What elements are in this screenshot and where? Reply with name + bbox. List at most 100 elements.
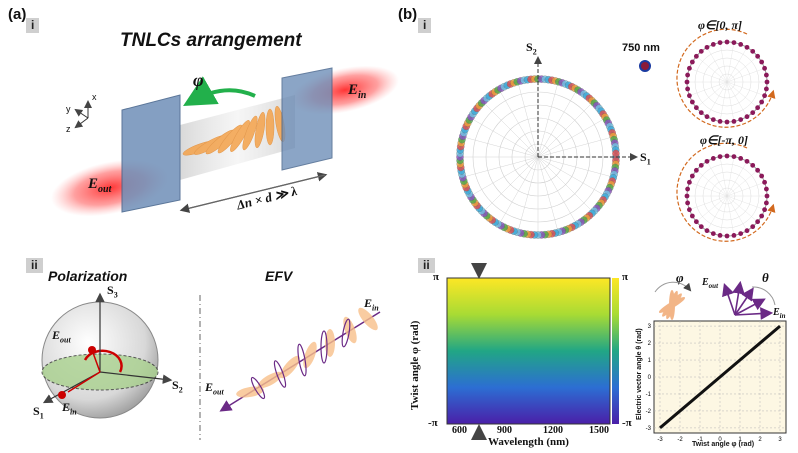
- wavelength-marker: [639, 60, 651, 72]
- x-tick-label: 2: [758, 437, 762, 443]
- polar-small-point: [731, 118, 737, 124]
- sphere-eout-label: Eout: [52, 328, 71, 345]
- range-2-label: φ∈[-π, 0]: [700, 133, 749, 147]
- polar-small-point: [724, 39, 730, 45]
- polar-range-2: [676, 142, 776, 242]
- efv-title: EFV: [265, 268, 293, 284]
- wavelength-tag: 750 nm: [622, 42, 660, 54]
- polar-small-point: [717, 154, 723, 160]
- polar-small-point: [684, 193, 690, 199]
- rotation-arc: [83, 349, 123, 373]
- colorbar-top: π: [622, 271, 629, 283]
- phi-fan-inset: [658, 290, 686, 320]
- panel-a-i-badge: i: [26, 18, 40, 33]
- input-glass-plate: [281, 67, 333, 171]
- polar-small-point: [759, 59, 765, 65]
- x-tick-label: 3: [778, 437, 782, 443]
- heatmap-xtick-1: 900: [497, 425, 512, 436]
- line-chart-ylabel: Electric vector angle θ (rad): [636, 328, 643, 420]
- sphere-ein-label: Ein: [62, 400, 77, 417]
- efv-eout-label: Eout: [205, 380, 224, 397]
- polar-small-point: [693, 167, 699, 173]
- e-out-label: Eout: [88, 176, 112, 195]
- panel-b-i-badge: i: [418, 18, 432, 33]
- panel-a-letter: (a): [8, 6, 27, 23]
- theta-fan-inset: [722, 280, 774, 320]
- y-tick-label: 0: [648, 375, 652, 381]
- polarization-title: Polarization: [48, 268, 128, 284]
- axis-y-label: y: [66, 104, 71, 114]
- polar-small-point: [717, 232, 723, 238]
- e-out-point: [88, 346, 96, 354]
- polar-small-point: [750, 224, 756, 230]
- polar-small-point: [698, 162, 704, 168]
- efv-ein-label: Ein: [364, 296, 379, 313]
- polar-sample-point: [612, 149, 620, 158]
- polar-small-point: [731, 232, 737, 238]
- y-tick-label: 3: [648, 324, 652, 330]
- phi-label: φ: [193, 70, 204, 90]
- polar-small-point: [764, 79, 770, 85]
- polar-small-point: [693, 105, 699, 111]
- polar-small-point: [759, 99, 765, 105]
- efv-helix: [219, 307, 381, 412]
- polar-small-point: [724, 119, 730, 125]
- heatmap-xtick-2: 1200: [543, 425, 563, 436]
- polar-small-point: [744, 158, 750, 164]
- tnlc-title: TNLCs arrangement: [120, 30, 302, 51]
- polar-small-point: [710, 117, 716, 122]
- polar-small-point: [684, 79, 690, 85]
- polar-small-point: [750, 48, 756, 54]
- polar-small-point: [755, 53, 761, 59]
- polar-small-point: [763, 186, 769, 192]
- polar-small-point: [704, 228, 710, 234]
- polar-small-point: [685, 72, 691, 78]
- heatmap-xtick-0: 600: [452, 425, 467, 436]
- stokes-polar-plot: [456, 75, 620, 239]
- heatmap-ybottom: -π: [428, 417, 438, 429]
- y-tick-label: -2: [646, 409, 652, 415]
- polar-small-point: [731, 154, 737, 160]
- polar-small-point: [704, 44, 710, 50]
- polar-small-point: [762, 207, 767, 213]
- polar-small-point: [762, 179, 767, 185]
- line-chart-xlabel: Twist angle φ (rad): [692, 441, 755, 448]
- xyz-axes: [74, 100, 92, 129]
- colorbar: [612, 278, 619, 424]
- polar-small-point: [750, 162, 756, 168]
- polar-small-point: [693, 219, 699, 225]
- axis-z-label: z: [66, 124, 71, 134]
- polar-small-point: [755, 105, 761, 111]
- polar-small-point: [759, 173, 765, 179]
- sphere-s3-label: S3: [107, 283, 118, 300]
- polar-small-point: [698, 224, 704, 230]
- polar-small-point: [738, 156, 744, 161]
- inset-phi-label: φ: [676, 270, 684, 285]
- panel-b-ii-badge: ii: [418, 258, 435, 273]
- e-in-point: [58, 391, 66, 399]
- axis-x-label: x: [92, 92, 97, 102]
- polar-small-point: [764, 193, 770, 199]
- colorbar-bottom: -π: [622, 417, 632, 429]
- panel-b-letter: (b): [398, 6, 418, 23]
- heatmap-ytop: π: [433, 271, 440, 283]
- polar-small-point: [744, 44, 750, 50]
- theta-vs-phi-chart: -3 -3 -2 -2 -1 -1 0 0 1 1 2 2 3 3: [646, 320, 787, 443]
- x-tick-label: -1: [697, 437, 703, 443]
- polar-small-point: [755, 219, 761, 225]
- sphere-s2-label: S2: [172, 378, 183, 395]
- panel-a-ii-badge: ii: [26, 258, 43, 273]
- polar-small-point: [689, 99, 695, 105]
- polar-small-point: [685, 86, 691, 92]
- polar-small-point: [724, 233, 730, 239]
- heatmap-xlabel: Wavelength (nm): [488, 436, 569, 448]
- polar-small-point: [698, 110, 704, 116]
- twist-arrow: [183, 76, 256, 106]
- y-tick-label: 2: [648, 341, 652, 347]
- inset-eout-label: Eout: [702, 277, 719, 290]
- polar-small-point: [717, 40, 723, 46]
- x-tick-label: -2: [677, 437, 683, 443]
- polar-small-point: [687, 207, 692, 213]
- polar-small-point: [704, 114, 710, 120]
